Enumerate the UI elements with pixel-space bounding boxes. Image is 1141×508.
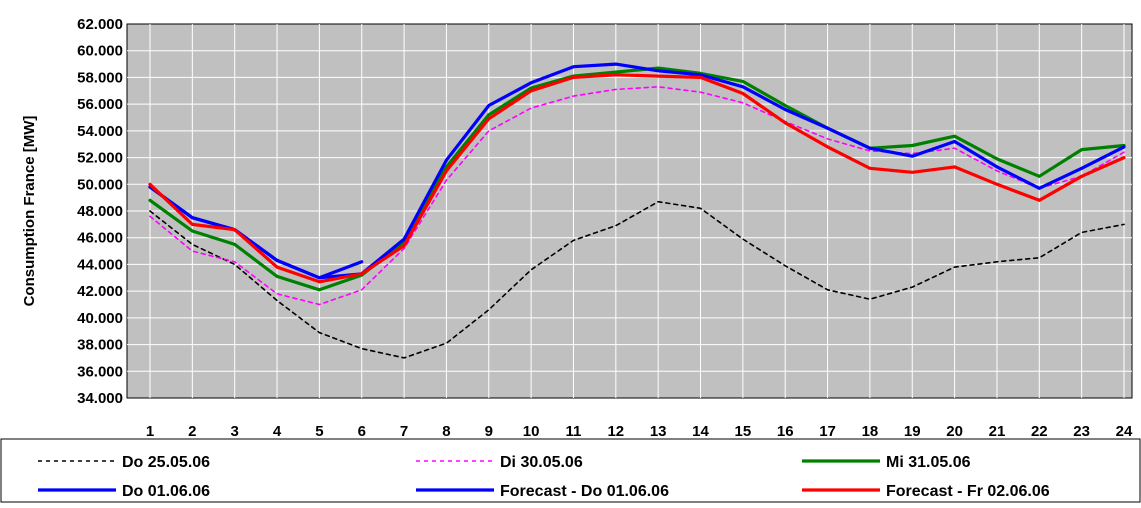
y-tick-label: 62.000 <box>77 16 123 33</box>
y-tick-label: 52.000 <box>77 150 123 167</box>
x-tick-label: 11 <box>566 423 582 440</box>
series-lines <box>148 62 1126 359</box>
x-tick-label: 19 <box>904 423 921 440</box>
x-tick-label: 15 <box>735 423 752 440</box>
x-tick-label: 10 <box>523 423 540 440</box>
y-tick-label: 38.000 <box>77 337 123 354</box>
x-tick-label: 4 <box>273 423 282 440</box>
legend-label-6: Forecast - Fr 02.06.06 <box>886 483 1050 500</box>
y-tick-label: 50.000 <box>77 176 123 193</box>
x-tick-label: 17 <box>819 423 836 440</box>
x-tick-label: 5 <box>315 423 323 440</box>
x-tick-label: 12 <box>607 423 624 440</box>
y-tick-label: 60.000 <box>77 43 123 60</box>
x-axis-ticks: 1 2 3 4 5 6 7 8 9 10 11 12 13 14 15 16 17 18 19 20 21 22 23 24 <box>146 423 1133 440</box>
series-line-1 <box>149 200 1125 359</box>
gridlines <box>127 24 1132 398</box>
legend-label-2: Di 30.05.06 <box>500 454 583 471</box>
y-tick-label: 44.000 <box>77 256 123 273</box>
x-tick-label: 14 <box>692 423 709 440</box>
legend-label-3: Mi 31.05.06 <box>886 454 971 471</box>
legend-entries: Do 25.05.06 Di 30.05.06 Mi 31.05.06 Do 01.0… <box>38 454 1050 500</box>
x-tick-label: 16 <box>777 423 794 440</box>
series-line-6 <box>148 73 1126 284</box>
y-tick-label: 36.000 <box>77 363 123 380</box>
y-tick-label: 40.000 <box>77 310 123 327</box>
y-tick-label: 56.000 <box>77 96 123 113</box>
x-tick-label: 23 <box>1073 423 1090 440</box>
x-tick-label: 9 <box>485 423 493 440</box>
x-tick-label: 3 <box>231 423 239 440</box>
x-tick-label: 6 <box>358 423 366 440</box>
y-tick-label: 42.000 <box>77 283 123 300</box>
y-tick-label: 48.000 <box>77 203 123 220</box>
legend-label-1: Do 25.05.06 <box>122 454 210 471</box>
legend-label-4: Do 01.06.06 <box>122 483 210 500</box>
y-axis-ticks: 34.000 36.000 38.000 40.000 42.000 44.000 46.0… <box>77 16 123 407</box>
series-line-5 <box>148 62 1126 280</box>
x-tick-label: 2 <box>188 423 196 440</box>
y-tick-label: 58.000 <box>77 69 123 86</box>
y-tick-label: 54.000 <box>77 123 123 140</box>
x-tick-label: 21 <box>989 423 1006 440</box>
y-tick-label: 34.000 <box>77 390 123 407</box>
legend-label-5: Forecast - Do 01.06.06 <box>500 483 669 500</box>
x-tick-label: 7 <box>400 423 408 440</box>
y-tick-label: 46.000 <box>77 230 123 247</box>
x-tick-label: 13 <box>650 423 667 440</box>
x-tick-label: 22 <box>1031 423 1048 440</box>
x-tick-label: 20 <box>946 423 963 440</box>
series-line-2 <box>149 86 1125 306</box>
series-line-3 <box>148 66 1126 292</box>
legend <box>0 438 1141 503</box>
x-tick-label: 8 <box>442 423 450 440</box>
x-tick-label: 18 <box>862 423 879 440</box>
x-tick-label: 24 <box>1116 423 1133 440</box>
x-tick-label: 1 <box>146 423 154 440</box>
y-axis-title: Consumption France [MW] <box>21 116 38 307</box>
